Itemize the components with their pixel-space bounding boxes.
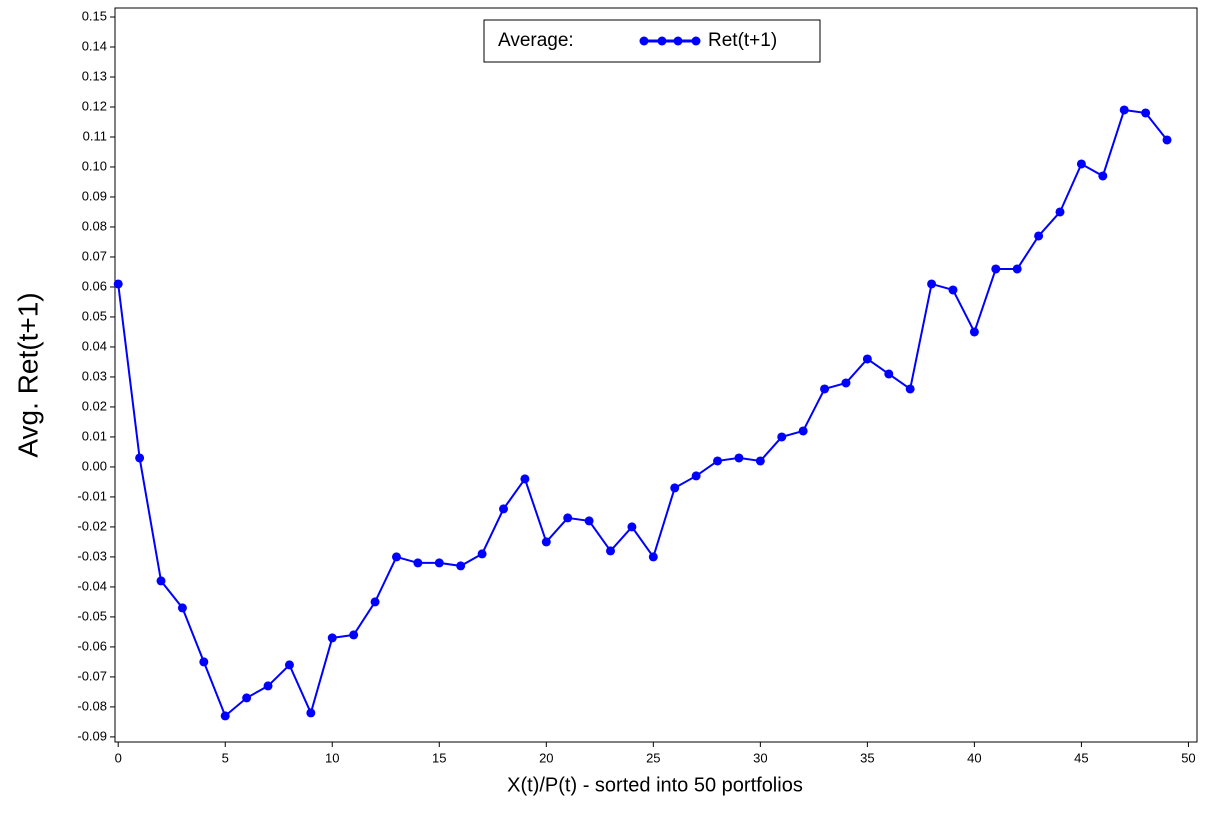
data-point <box>691 471 701 481</box>
y-tick-label: 0.07 <box>82 248 107 263</box>
y-tick-label: 0.10 <box>82 158 107 173</box>
data-point <box>670 483 680 493</box>
x-tick-label: 30 <box>753 750 767 765</box>
legend-title: Average: <box>498 30 574 51</box>
x-tick-label: 5 <box>222 750 229 765</box>
data-point <box>969 327 979 337</box>
data-point <box>1098 171 1108 181</box>
data-point <box>1076 159 1086 169</box>
data-point <box>713 456 723 466</box>
x-tick-label: 35 <box>860 750 874 765</box>
x-tick-label: 15 <box>432 750 446 765</box>
y-tick-label: 0.13 <box>82 68 107 83</box>
y-tick-label: 0.09 <box>82 188 107 203</box>
data-point <box>284 660 294 670</box>
y-tick-label: 0.11 <box>83 128 107 143</box>
data-point <box>370 597 380 607</box>
y-tick-label: 0.01 <box>82 428 107 443</box>
y-tick-label: -0.06 <box>77 638 107 653</box>
y-tick-label: 0.14 <box>82 38 107 53</box>
y-tick-label: -0.08 <box>77 698 107 713</box>
legend-label: Ret(t+1) <box>708 30 777 51</box>
legend-marker <box>657 36 667 46</box>
data-point <box>648 552 658 562</box>
data-point <box>755 456 765 466</box>
data-point <box>627 522 637 532</box>
data-point <box>242 693 252 703</box>
data-point <box>1141 108 1151 118</box>
y-tick-label: -0.05 <box>77 608 107 623</box>
x-tick-label: 20 <box>539 750 553 765</box>
data-point <box>263 681 273 691</box>
data-point <box>777 432 787 442</box>
data-point <box>391 552 401 562</box>
data-point <box>477 549 487 559</box>
data-point <box>948 285 958 295</box>
y-tick-label: 0.06 <box>82 278 107 293</box>
y-tick-label: -0.09 <box>77 728 107 743</box>
data-point <box>584 516 594 526</box>
x-tick-label: 0 <box>115 750 122 765</box>
series-line <box>117 108 1168 718</box>
data-point <box>199 657 209 667</box>
y-tick-label: -0.01 <box>77 488 107 503</box>
data-point <box>306 708 316 718</box>
y-tick-label: 0.02 <box>82 398 107 413</box>
data-point <box>456 561 466 571</box>
data-point <box>413 558 423 568</box>
data-point <box>563 513 573 523</box>
data-point <box>541 537 551 547</box>
data-point <box>1162 135 1172 145</box>
data-point <box>905 384 915 394</box>
x-axis-title: X(t)/P(t) - sorted into 50 portfolios <box>507 774 803 796</box>
data-point <box>841 378 851 388</box>
data-point <box>1119 105 1129 115</box>
plot-frame <box>114 7 1198 743</box>
x-tick-label: 40 <box>967 750 981 765</box>
data-point <box>113 279 123 289</box>
data-point <box>991 264 1001 274</box>
legend-marker <box>639 36 649 46</box>
y-tick-label: -0.03 <box>77 548 107 563</box>
x-tick-label: 45 <box>1074 750 1088 765</box>
y-tick-label: 0.00 <box>82 458 107 473</box>
data-point <box>1012 264 1022 274</box>
data-point <box>927 279 937 289</box>
data-point <box>884 369 894 379</box>
data-point <box>1034 231 1044 241</box>
data-point <box>220 711 230 721</box>
data-point <box>820 384 830 394</box>
data-point <box>498 504 508 514</box>
y-tick-label: 0.08 <box>82 218 107 233</box>
y-tick-label: 0.05 <box>82 308 107 323</box>
data-point <box>434 558 444 568</box>
data-point <box>349 630 359 640</box>
data-point <box>1055 207 1065 217</box>
x-tick-label: 50 <box>1181 750 1195 765</box>
y-tick-label: -0.07 <box>77 668 107 683</box>
y-tick-label: -0.04 <box>77 578 107 593</box>
data-point <box>862 354 872 364</box>
y-tick-label: 0.12 <box>82 98 107 113</box>
data-point <box>798 426 808 436</box>
y-axis-title: Avg. Ret(t+1) <box>12 292 43 457</box>
y-tick-label: -0.02 <box>77 518 107 533</box>
x-tick-label: 25 <box>646 750 660 765</box>
y-tick-label: 0.15 <box>82 8 107 23</box>
data-point <box>520 474 530 484</box>
data-point <box>156 576 166 586</box>
legend-marker <box>691 36 701 46</box>
y-tick-label: 0.03 <box>82 368 107 383</box>
x-tick-label: 10 <box>325 750 339 765</box>
data-point <box>177 603 187 613</box>
data-point <box>327 633 337 643</box>
data-point <box>135 453 145 463</box>
data-point <box>606 546 616 556</box>
data-point <box>734 453 744 463</box>
legend-marker <box>673 36 683 46</box>
y-tick-label: 0.04 <box>82 338 107 353</box>
